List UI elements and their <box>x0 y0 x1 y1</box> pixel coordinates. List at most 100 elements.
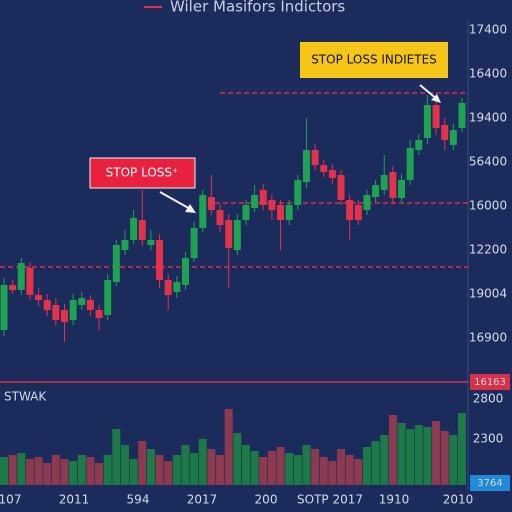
candle-body <box>337 175 345 200</box>
candle-body <box>415 140 423 150</box>
candle-body <box>458 103 466 128</box>
volume-bar <box>371 441 380 485</box>
volume-bar <box>423 427 432 485</box>
volume-bar <box>138 441 147 485</box>
chart-title: Wiler Masifors Indictors <box>170 0 345 16</box>
x-label: 2011 <box>59 493 90 507</box>
volume-bar <box>190 453 199 485</box>
candle-body <box>69 300 77 320</box>
volume-bar <box>319 457 328 485</box>
volume-bar <box>181 445 190 485</box>
volume-bar <box>8 455 17 485</box>
price-label: 19400 <box>469 111 507 125</box>
arrow-head <box>431 94 441 103</box>
volume-bar <box>414 425 423 485</box>
candle-body <box>9 285 17 290</box>
volume-bar <box>388 415 397 485</box>
volume-bar <box>233 433 242 485</box>
candle-body <box>112 245 120 282</box>
volume-bar <box>458 413 466 485</box>
volume-bar <box>164 461 173 485</box>
arrow-head <box>185 204 196 213</box>
volume-bar <box>95 463 104 485</box>
candle-body <box>86 300 94 310</box>
candle-body <box>328 170 336 178</box>
candle-body <box>346 200 354 220</box>
candle-body <box>251 195 259 208</box>
volume-bar <box>362 447 371 485</box>
volume-bar <box>103 455 112 485</box>
price-label: 56400 <box>469 155 507 169</box>
current-volume-box <box>470 475 510 491</box>
volume-bar <box>86 457 95 485</box>
x-label: 200 <box>255 493 278 507</box>
candle-body <box>95 310 103 318</box>
candle-body <box>311 150 319 165</box>
volume-bar <box>250 451 259 485</box>
candle-body <box>78 298 86 305</box>
candle-body <box>354 205 362 220</box>
plot: 17400 16400 19400 56400 16000 12200 19004 16900… <box>0 23 507 507</box>
candle-body <box>60 310 68 322</box>
candle-body <box>190 228 198 258</box>
candle-body <box>242 205 250 220</box>
price-label: 17400 <box>469 23 507 37</box>
candle-body <box>121 240 129 250</box>
price-label: 16000 <box>469 199 507 213</box>
volume-bar <box>380 435 389 485</box>
candle-body <box>216 210 224 225</box>
candle-body <box>225 220 233 248</box>
volume-bar <box>406 429 415 485</box>
candle-body <box>233 220 241 250</box>
volume-bar <box>276 447 285 485</box>
volume-bar <box>77 455 86 485</box>
annotation: STOP LOSS INDIETES <box>311 53 437 67</box>
candle-body <box>406 148 414 180</box>
volume-bar <box>207 449 216 485</box>
volume-bar <box>34 457 43 485</box>
volume-tick-label: 2800 <box>473 392 504 406</box>
volume-bar <box>302 445 311 485</box>
candle-body <box>277 205 285 220</box>
volume-bar <box>328 461 337 485</box>
candle-body <box>372 185 380 197</box>
candle-body <box>0 285 8 330</box>
candle-body <box>207 197 215 210</box>
candle-body <box>441 125 449 140</box>
candle-body <box>294 180 302 205</box>
annotation: STOP LOSS⁺ <box>106 166 179 180</box>
candle-body <box>43 300 51 310</box>
volume-label: STWAK <box>4 390 47 404</box>
volume-bar <box>397 423 406 485</box>
volume-bar <box>60 459 69 485</box>
candle-body <box>320 165 328 172</box>
x-label: SOTP 2017 <box>297 493 363 507</box>
candle-body <box>363 195 371 210</box>
volume-bar <box>345 455 354 485</box>
candle-body <box>156 240 164 280</box>
volume-bar <box>146 449 155 485</box>
candle-body <box>164 280 172 295</box>
volume-bar <box>449 435 458 485</box>
candle-body <box>199 195 207 228</box>
volume-bar <box>285 453 294 485</box>
candle-body <box>130 218 138 240</box>
x-label: 1910 <box>379 493 410 507</box>
volume-bar <box>241 445 250 485</box>
candle-body <box>173 282 181 292</box>
candle-body <box>432 105 440 128</box>
current-price-label: 16163 <box>474 377 506 388</box>
volume-tick-label: 2300 <box>473 432 504 446</box>
volume-bar <box>69 461 78 485</box>
candle-body <box>104 280 112 315</box>
volume-bar <box>172 455 181 485</box>
candle-body <box>449 130 457 145</box>
volume-bar <box>337 449 346 485</box>
volume-bar <box>311 449 320 485</box>
current-price-box <box>470 374 510 390</box>
candle-body <box>380 175 388 190</box>
x-label: 107 <box>0 493 21 507</box>
x-label: 2010 <box>443 493 474 507</box>
x-label: 2017 <box>187 493 218 507</box>
